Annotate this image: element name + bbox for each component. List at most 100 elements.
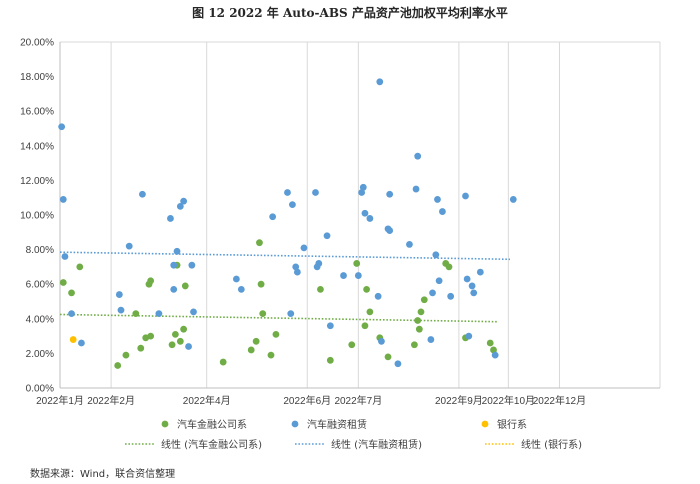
data-point bbox=[414, 317, 422, 324]
y-tick-label: 16.00% bbox=[20, 107, 54, 118]
y-tick-label: 12.00% bbox=[20, 176, 54, 187]
data-point bbox=[170, 285, 178, 293]
data-point bbox=[180, 197, 188, 205]
data-point bbox=[447, 292, 455, 300]
data-point bbox=[122, 351, 130, 359]
data-point bbox=[358, 189, 366, 196]
data-point bbox=[139, 190, 146, 198]
data-point bbox=[326, 356, 334, 364]
y-tick-label: 8.00% bbox=[26, 245, 54, 256]
data-point bbox=[435, 277, 443, 285]
data-point bbox=[256, 239, 263, 247]
legend-label: 银行系 bbox=[497, 418, 527, 431]
y-tick-label: 4.00% bbox=[26, 314, 54, 325]
data-point bbox=[476, 268, 484, 276]
data-point bbox=[354, 272, 362, 279]
data-point bbox=[58, 123, 66, 131]
legend-label: 汽车金融公司系 bbox=[177, 418, 247, 431]
data-point bbox=[267, 351, 275, 359]
data-point bbox=[257, 280, 265, 288]
data-point bbox=[147, 332, 155, 340]
data-point bbox=[219, 358, 227, 366]
data-point bbox=[323, 232, 331, 240]
data-point bbox=[173, 247, 181, 255]
x-axis: 2022年1月 2022年2月 2022年4月 2022年6月 2022年7月 2022年… bbox=[36, 387, 660, 407]
data-point bbox=[348, 341, 356, 349]
y-tick-label: 20.00% bbox=[20, 38, 54, 49]
data-point bbox=[376, 78, 384, 86]
data-point bbox=[171, 330, 179, 338]
data-point bbox=[147, 277, 155, 285]
data-point bbox=[470, 289, 478, 297]
x-tick-label: 2022年12月 bbox=[533, 394, 586, 407]
trendlines bbox=[59, 251, 511, 323]
data-point bbox=[340, 272, 347, 279]
data-point bbox=[292, 263, 300, 271]
data-point bbox=[252, 337, 260, 345]
data-point bbox=[386, 227, 394, 234]
y-tick-label: 6.00% bbox=[26, 280, 54, 291]
grid-lines bbox=[60, 41, 661, 388]
x-tick-label: 2022年2月 bbox=[87, 394, 135, 407]
x-tick-label: 2022年10月 bbox=[482, 394, 535, 407]
data-point bbox=[185, 343, 192, 350]
data-point bbox=[415, 325, 423, 333]
data-point bbox=[176, 337, 184, 345]
data-point bbox=[410, 341, 418, 349]
data-point bbox=[78, 339, 85, 347]
data-point bbox=[417, 308, 425, 316]
data-point bbox=[190, 308, 197, 316]
x-tick-label: 2022年7月 bbox=[334, 394, 382, 407]
data-point bbox=[462, 192, 469, 200]
data-point bbox=[406, 241, 413, 248]
data-point bbox=[300, 244, 308, 252]
x-tick-label: 2022年4月 bbox=[183, 394, 231, 407]
data-point bbox=[412, 185, 420, 193]
data-point bbox=[394, 360, 402, 368]
data-point bbox=[486, 339, 494, 347]
legend-marker bbox=[481, 420, 489, 428]
data-point bbox=[68, 310, 75, 318]
data-point bbox=[247, 346, 255, 354]
data-point bbox=[69, 336, 77, 343]
data-point bbox=[434, 196, 441, 203]
data-point bbox=[445, 263, 453, 271]
data-point bbox=[59, 196, 67, 203]
y-axis: 0.00% 2.00% 4.00% 6.00% 8.00% 10.00% 12.00% 14.… bbox=[20, 38, 61, 395]
data-point bbox=[132, 310, 140, 318]
data-point bbox=[432, 251, 440, 259]
data-point bbox=[293, 268, 301, 276]
data-point bbox=[359, 183, 367, 191]
data-point bbox=[361, 322, 369, 330]
trendline bbox=[59, 313, 499, 323]
data-point bbox=[429, 289, 436, 297]
data-point bbox=[312, 189, 319, 196]
data-point bbox=[289, 201, 296, 209]
data-point bbox=[439, 208, 446, 215]
data-point bbox=[115, 291, 123, 298]
data-point bbox=[170, 261, 178, 269]
data-point bbox=[61, 253, 69, 260]
data-point bbox=[137, 344, 145, 352]
data-point bbox=[68, 289, 75, 297]
data-point bbox=[315, 260, 323, 267]
y-tick-label: 10.00% bbox=[20, 211, 54, 222]
data-point bbox=[384, 353, 392, 361]
data-point bbox=[76, 263, 84, 271]
data-point bbox=[363, 285, 370, 293]
data-point bbox=[284, 189, 291, 196]
data-point bbox=[491, 351, 499, 359]
data-point bbox=[414, 152, 422, 160]
data-point bbox=[366, 215, 374, 222]
data-point bbox=[232, 275, 240, 283]
data-point bbox=[176, 202, 184, 210]
data-point bbox=[237, 285, 245, 293]
legend-label: 线性 (汽车金融公司系) bbox=[161, 438, 262, 451]
data-point bbox=[509, 196, 517, 203]
legend-label: 线性 (银行系) bbox=[521, 438, 582, 451]
data-point bbox=[420, 296, 428, 304]
trendline bbox=[59, 251, 511, 261]
data-point bbox=[427, 336, 435, 343]
